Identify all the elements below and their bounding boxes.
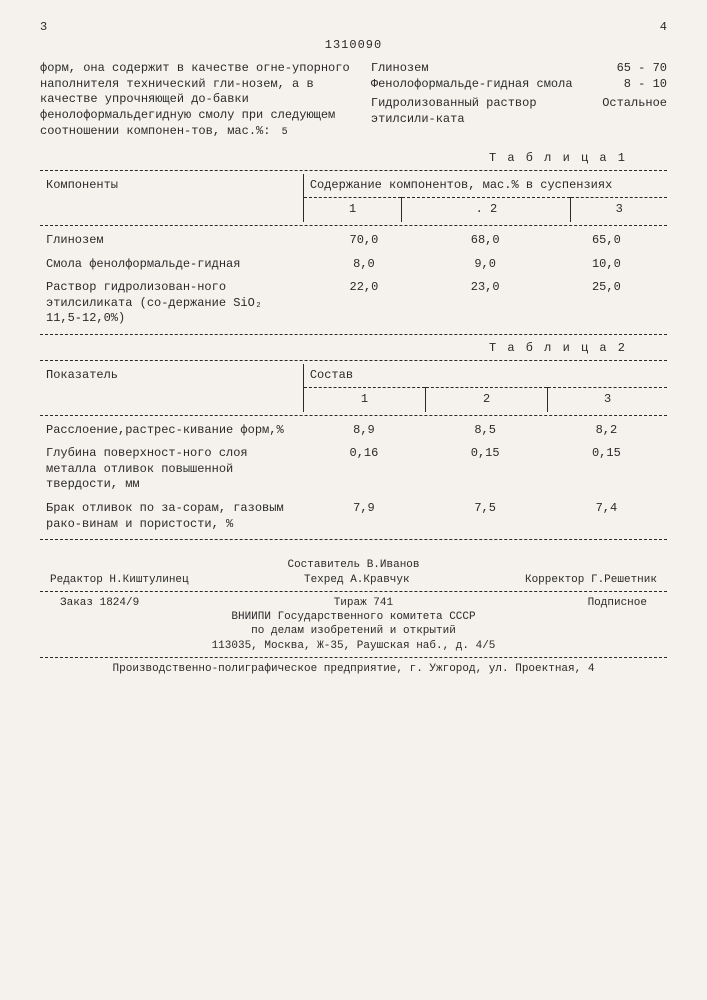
table1-col: . 2 xyxy=(402,198,571,222)
table-row: Расслоение,растрес-кивание форм,% 8,9 8,… xyxy=(40,419,667,443)
table2-body: Расслоение,растрес-кивание форм,% 8,9 8,… xyxy=(40,419,667,537)
table1-caption: Т а б л и ц а 1 xyxy=(40,151,627,167)
cell: 9,0 xyxy=(425,253,546,277)
table-row: Раствор гидролизован-ного этилсиликата (… xyxy=(40,276,667,331)
org2: по делам изобретений и открытий xyxy=(40,624,667,638)
table2-col: 2 xyxy=(426,388,548,412)
row-label: Глинозем xyxy=(40,229,303,253)
cell: 8,2 xyxy=(546,419,667,443)
table2: Показатель Состав 1 2 3 xyxy=(40,364,667,412)
comp-val: 65 - 70 xyxy=(617,61,667,77)
cell: 8,5 xyxy=(425,419,546,443)
comp-name: Глинозем xyxy=(371,61,429,77)
table2-hdr-left: Показатель xyxy=(40,364,303,412)
cell: 65,0 xyxy=(546,229,667,253)
comp-val: 8 - 10 xyxy=(624,77,667,93)
row-label: Глубина поверхност-ного слоя металла отл… xyxy=(40,442,303,497)
press: Производственно-полиграфическое предприя… xyxy=(40,662,667,676)
divider xyxy=(40,360,667,361)
divider xyxy=(40,170,667,171)
cell: 25,0 xyxy=(546,276,667,331)
cell: 7,5 xyxy=(425,497,546,536)
row-label: Расслоение,растрес-кивание форм,% xyxy=(40,419,303,443)
compiler: Составитель В.Иванов xyxy=(40,558,667,572)
table1-hdr-left: Компоненты xyxy=(40,174,303,222)
table-row: Глинозем 70,0 68,0 65,0 xyxy=(40,229,667,253)
cell: 22,0 xyxy=(303,276,424,331)
divider xyxy=(40,591,667,592)
patent-number: 1310090 xyxy=(40,38,667,54)
page-numbers: 3 4 xyxy=(40,20,667,36)
comp-val: Остальное xyxy=(602,96,667,127)
table1: Компоненты Содержание компонентов, мас.%… xyxy=(40,174,667,222)
cell: 8,0 xyxy=(303,253,424,277)
org1: ВНИИПИ Государственного комитета СССР xyxy=(40,610,667,624)
table2-col: 1 xyxy=(303,388,425,412)
cell: 8,9 xyxy=(303,419,424,443)
intro-columns: форм, она содержит в качестве огне-упорн… xyxy=(40,61,667,139)
addr: 113035, Москва, Ж-35, Раушская наб., д. … xyxy=(40,639,667,653)
page-right: 4 xyxy=(660,20,667,36)
cell: 7,9 xyxy=(303,497,424,536)
cell: 10,0 xyxy=(546,253,667,277)
table2-hdr-right: Состав xyxy=(303,364,667,388)
table2-caption: Т а б л и ц а 2 xyxy=(40,341,627,357)
order: Заказ 1824/9 xyxy=(60,596,139,610)
tirage: Тираж 741 xyxy=(334,596,393,610)
cell: 0,16 xyxy=(303,442,424,497)
table-row: Брак отливок по за-сорам, газовым рако-в… xyxy=(40,497,667,536)
cell: 23,0 xyxy=(425,276,546,331)
page-left: 3 xyxy=(40,20,47,36)
cell: 0,15 xyxy=(546,442,667,497)
table1-body: Глинозем 70,0 68,0 65,0 Смола фенолформа… xyxy=(40,229,667,331)
tech: Техред А.Кравчук xyxy=(304,573,410,587)
row-label: Смола фенолформальде-гидная xyxy=(40,253,303,277)
cell: 68,0 xyxy=(425,229,546,253)
intro-right: Глинозем 65 - 70 Фенолоформальде-гидная с… xyxy=(371,61,667,139)
line-mark-5: 5 xyxy=(282,127,288,138)
table2-col: 3 xyxy=(548,388,667,412)
divider xyxy=(40,334,667,335)
table-row: Смола фенолформальде-гидная 8,0 9,0 10,0 xyxy=(40,253,667,277)
comp-name: Фенолоформальде-гидная смола xyxy=(371,77,573,93)
subscribe: Подписное xyxy=(588,596,647,610)
credits-block: Составитель В.Иванов Редактор Н.Киштулин… xyxy=(40,558,667,676)
table1-col: 3 xyxy=(571,198,667,222)
divider xyxy=(40,539,667,540)
row-label: Раствор гидролизован-ного этилсиликата (… xyxy=(40,276,303,331)
intro-text: форм, она содержит в качестве огне-упорн… xyxy=(40,61,350,137)
divider xyxy=(40,225,667,226)
cell: 70,0 xyxy=(303,229,424,253)
comp-name: Гидролизованный раствор этилсили-ката xyxy=(371,96,602,127)
table-row: Глубина поверхност-ного слоя металла отл… xyxy=(40,442,667,497)
cell: 7,4 xyxy=(546,497,667,536)
corrector: Корректор Г.Решетник xyxy=(525,573,657,587)
cell: 0,15 xyxy=(425,442,546,497)
intro-left: форм, она содержит в качестве огне-упорн… xyxy=(40,61,351,139)
divider xyxy=(40,415,667,416)
row-label: Брак отливок по за-сорам, газовым рако-в… xyxy=(40,497,303,536)
table1-col: 1 xyxy=(303,198,402,222)
divider xyxy=(40,657,667,658)
editor: Редактор Н.Киштулинец xyxy=(50,573,189,587)
table1-hdr-right: Содержание компонентов, мас.% в суспензи… xyxy=(303,174,667,198)
